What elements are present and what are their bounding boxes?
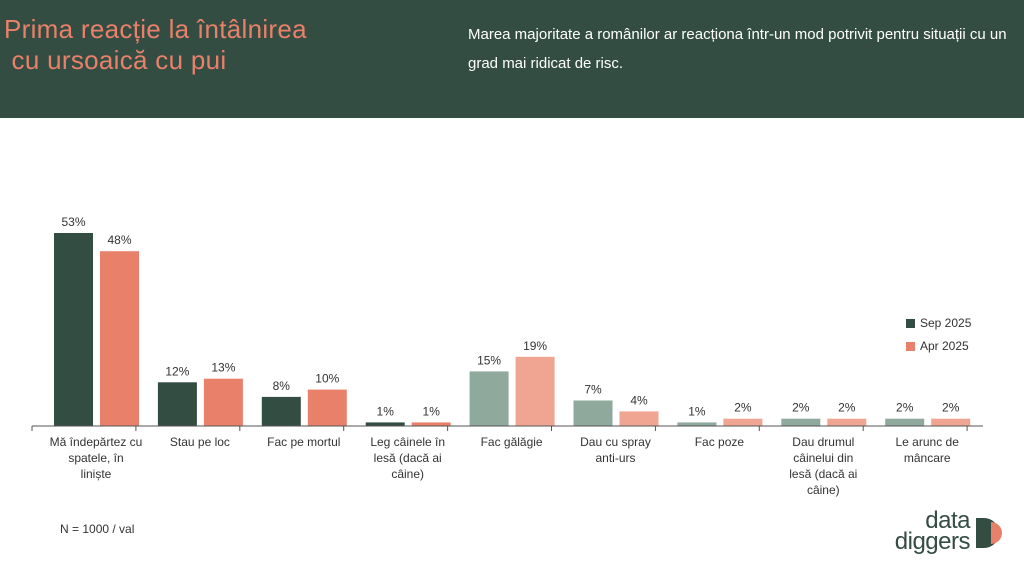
logo-mark-icon <box>976 518 1002 548</box>
category-label-4: Leg câinele în lesă (dacă ai câine) <box>370 435 445 481</box>
bar-apr-2025-9 <box>931 418 971 426</box>
bar-apr-2025-4 <box>411 422 451 426</box>
legend-label-sep-2025: Sep 2025 <box>920 316 972 330</box>
value-label-sep-2025-6: 7% <box>584 383 602 397</box>
bar-apr-2025-7 <box>723 418 763 426</box>
category-label-line: Fac gălăgie <box>481 435 543 449</box>
x-axis-ticks <box>31 426 968 431</box>
category-label-line: Stau pe loc <box>170 435 230 449</box>
value-label-apr-2025-5: 19% <box>523 339 547 353</box>
bar-sep-2025-3 <box>261 396 301 426</box>
bar-apr-2025-6 <box>619 411 659 426</box>
bar-sep-2025-6 <box>573 400 613 426</box>
value-label-sep-2025-8: 2% <box>792 401 810 415</box>
category-label-line: liniște <box>81 467 112 481</box>
category-label-line: Leg câinele în <box>370 435 445 449</box>
category-label-line: câine) <box>807 483 840 497</box>
bar-apr-2025-3 <box>307 389 347 426</box>
page-title: Prima reacție la întâlnirea cu ursoaică … <box>4 14 307 75</box>
legend-label-apr-2025: Apr 2025 <box>920 339 969 353</box>
category-label-line: câinelui din <box>793 451 853 465</box>
bars-group <box>54 233 971 426</box>
datadiggers-logo: data diggers <box>866 507 1016 560</box>
category-label-5: Fac gălăgie <box>481 435 543 449</box>
category-label-7: Fac poze <box>695 435 745 449</box>
logo-wordmark: data diggers <box>866 507 971 555</box>
value-label-sep-2025-4: 1% <box>377 404 395 418</box>
bar-sep-2025-9 <box>885 418 925 426</box>
bar-sep-2025-2 <box>157 382 197 426</box>
category-label-1: Mă îndepărtez cu spatele, în liniște <box>50 435 143 481</box>
category-label-line: câine) <box>391 467 424 481</box>
category-label-3: Fac pe mortul <box>267 435 340 449</box>
category-label-9: Le arunc de mâncare <box>896 435 960 465</box>
value-label-sep-2025-7: 1% <box>688 404 706 418</box>
category-label-2: Stau pe loc <box>170 435 230 449</box>
bar-sep-2025-5 <box>469 371 509 426</box>
bar-apr-2025-1 <box>100 251 139 426</box>
legend-swatch-sep-2025 <box>906 319 915 328</box>
value-label-sep-2025-9: 2% <box>896 401 914 415</box>
category-label-8: Dau drumul câinelui din lesă (dacă ai câine… <box>789 435 857 497</box>
category-label-line: lesă (dacă ai <box>789 467 857 481</box>
bar-sep-2025-1 <box>54 233 93 426</box>
category-label-line: Fac pe mortul <box>267 435 340 449</box>
bar-sep-2025-4 <box>365 422 405 426</box>
value-label-apr-2025-7: 2% <box>734 401 752 415</box>
category-label-line: Le arunc de <box>896 435 960 449</box>
category-label-6: Dau cu spray anti-urs <box>580 435 651 465</box>
value-label-sep-2025-1: 53% <box>61 215 85 229</box>
value-label-apr-2025-1: 48% <box>107 233 131 247</box>
value-label-apr-2025-3: 10% <box>315 372 339 386</box>
value-label-apr-2025-8: 2% <box>838 401 856 415</box>
category-label-line: mâncare <box>904 451 951 465</box>
category-label-line: Mă îndepărtez cu <box>50 435 143 449</box>
labels-group: 53% 48% Mă îndepărtez cu spatele, în liniște… <box>50 215 960 497</box>
category-label-line: Dau cu spray <box>580 435 651 449</box>
bar-apr-2025-8 <box>827 418 867 426</box>
category-label-line: spatele, în <box>68 451 123 465</box>
logo-line-diggers: diggers <box>894 528 971 555</box>
value-label-apr-2025-4: 1% <box>423 404 441 418</box>
value-label-sep-2025-3: 8% <box>273 379 291 393</box>
header-banner: Prima reacție la întâlnirea cu ursoaică … <box>0 0 1024 118</box>
bar-apr-2025-5 <box>515 356 555 426</box>
category-label-line: Dau drumul <box>792 435 854 449</box>
logo-line-data: data <box>925 507 970 534</box>
bar-sep-2025-7 <box>677 422 717 426</box>
category-label-line: lesă (dacă ai <box>374 451 442 465</box>
legend: Sep 2025 Apr 2025 <box>906 316 972 353</box>
bar-sep-2025-8 <box>781 418 821 426</box>
page-subtitle: Marea majoritate a românilor ar reacțion… <box>468 26 1007 72</box>
value-label-apr-2025-2: 13% <box>211 361 235 375</box>
category-label-line: anti-urs <box>595 451 635 465</box>
sample-size-note: N = 1000 / val <box>60 522 135 536</box>
legend-swatch-apr-2025 <box>906 342 915 351</box>
value-label-apr-2025-9: 2% <box>942 401 960 415</box>
value-label-sep-2025-5: 15% <box>477 353 501 367</box>
category-label-line: Fac poze <box>695 435 745 449</box>
value-label-apr-2025-6: 4% <box>630 393 648 407</box>
bar-chart: 53% 48% Mă îndepărtez cu spatele, în liniște… <box>31 215 983 497</box>
bar-apr-2025-2 <box>203 378 243 426</box>
value-label-sep-2025-2: 12% <box>165 364 189 378</box>
